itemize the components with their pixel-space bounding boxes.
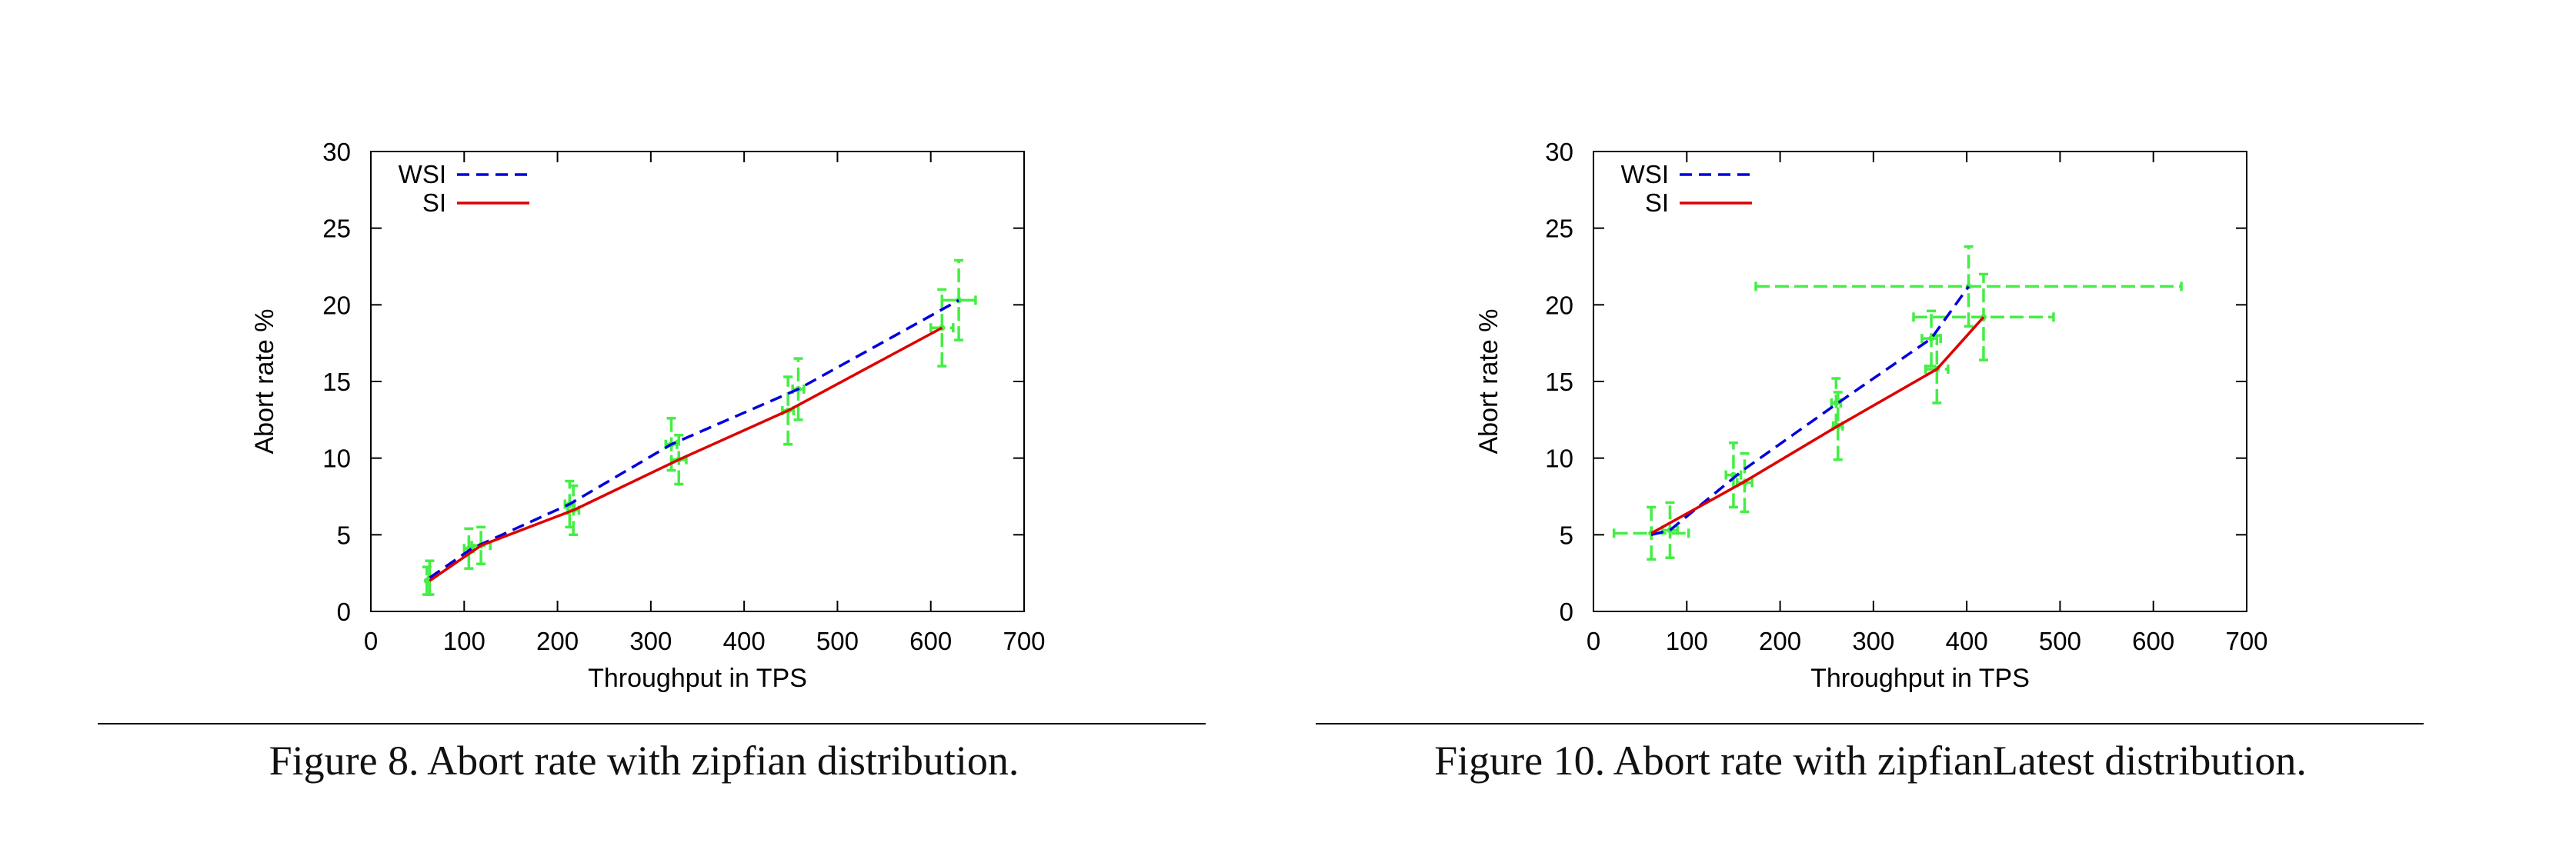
x-tick-label: 300 bbox=[1852, 627, 1894, 655]
y-axis-label: Abort rate % bbox=[250, 309, 279, 455]
series-line-wsi bbox=[429, 298, 959, 579]
x-tick-label: 300 bbox=[629, 627, 672, 655]
x-tick-label: 0 bbox=[1587, 627, 1600, 655]
x-tick-label: 0 bbox=[364, 627, 378, 655]
y-tick-label: 30 bbox=[1545, 138, 1573, 166]
plot-frame bbox=[1593, 151, 2247, 612]
legend-label-si: SI bbox=[422, 188, 446, 217]
figure-10: 0 100 200 300 400 500 600 700 0 5 10 15 20 25 30 Throug… bbox=[1288, 0, 2576, 846]
legend-label-si: SI bbox=[1645, 188, 1669, 217]
x-tick-label: 200 bbox=[1759, 627, 1801, 655]
y-tick-label: 10 bbox=[322, 445, 351, 473]
y-tick-label: 15 bbox=[1545, 368, 1573, 396]
error-bar-center-point bbox=[423, 578, 430, 585]
legend-label-wsi: WSI bbox=[399, 160, 446, 188]
x-tick-label: 600 bbox=[2132, 627, 2174, 655]
y-tick-label: 5 bbox=[337, 521, 351, 549]
x-tick-label: 500 bbox=[816, 627, 859, 655]
x-tick-label: 400 bbox=[1946, 627, 1988, 655]
x-tick-label: 100 bbox=[1666, 627, 1708, 655]
y-tick-label: 5 bbox=[1560, 521, 1573, 549]
y-tick-label: 25 bbox=[322, 215, 351, 243]
abort-rate-chart-zipfian-latest: 0 100 200 300 400 500 600 700 0 5 10 15 20 25 30 Throug… bbox=[1474, 138, 2268, 693]
figure-caption: Figure 8. Abort rate with zipfian distri… bbox=[269, 738, 1019, 784]
x-tick-label: 600 bbox=[909, 627, 952, 655]
series-line-wsi bbox=[1650, 285, 1970, 537]
series-line-si bbox=[1650, 316, 1985, 535]
x-axis-label: Throughput in TPS bbox=[588, 664, 807, 693]
figure-8: 0 100 200 300 400 500 600 700 0 5 10 15 20 25 30 Throug… bbox=[98, 138, 1206, 784]
y-tick-label: 15 bbox=[322, 368, 351, 396]
caption-rule bbox=[98, 723, 1206, 724]
y-tick-label: 0 bbox=[1560, 598, 1573, 626]
x-axis-label: Throughput in TPS bbox=[1810, 664, 2030, 693]
y-tick-label: 25 bbox=[1545, 215, 1573, 243]
y-tick-label: 0 bbox=[337, 598, 351, 626]
x-tick-label: 200 bbox=[536, 627, 579, 655]
abort-rate-chart-zipfian: 0 100 200 300 400 500 600 700 0 5 10 15 20 25 30 Throug… bbox=[250, 138, 1046, 693]
y-tick-label: 30 bbox=[322, 138, 351, 166]
y-tick-label: 20 bbox=[322, 291, 351, 319]
x-tick-label: 700 bbox=[1003, 627, 1045, 655]
caption-rule bbox=[1316, 723, 2424, 724]
figure-caption: Figure 10. Abort rate with zipfianLatest… bbox=[1434, 738, 2307, 784]
x-tick-label: 500 bbox=[2039, 627, 2081, 655]
y-tick-label: 10 bbox=[1545, 445, 1573, 473]
y-axis-label: Abort rate % bbox=[1474, 309, 1503, 455]
legend-label-wsi: WSI bbox=[1621, 160, 1669, 188]
x-tick-label: 700 bbox=[2225, 627, 2267, 655]
x-tick-label: 100 bbox=[443, 627, 486, 655]
series-line-si bbox=[429, 326, 943, 582]
y-tick-label: 20 bbox=[1545, 291, 1573, 319]
error-bar-center-point bbox=[1928, 335, 1935, 342]
x-tick-label: 400 bbox=[723, 627, 766, 655]
